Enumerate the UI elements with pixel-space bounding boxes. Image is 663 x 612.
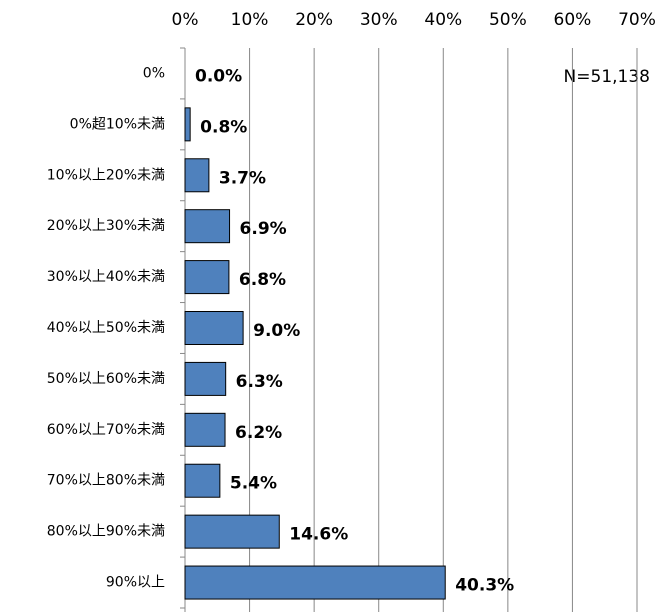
bar: [184, 311, 244, 345]
y-tick-label: 0%: [143, 65, 165, 81]
y-tick-label: 90%以上: [106, 575, 165, 591]
y-tick-label: 30%以上40%未満: [47, 269, 165, 285]
data-label: 0.8%: [200, 117, 247, 137]
data-label: 6.3%: [236, 372, 283, 392]
bar: [184, 209, 231, 244]
data-label: 9.0%: [253, 321, 300, 341]
x-tick-label: 30%: [360, 10, 398, 30]
data-label: 5.4%: [230, 474, 277, 494]
y-tick-label: 60%以上70%未満: [47, 422, 165, 438]
x-tick-label: 70%: [618, 10, 656, 30]
bar: [184, 463, 221, 498]
y-tick-label: 0%超10%未満: [70, 116, 165, 132]
y-tick-label: 80%以上90%未満: [47, 524, 165, 540]
bar: [184, 514, 280, 549]
y-tick-label: 40%以上50%未満: [47, 320, 165, 336]
data-label: 40.3%: [455, 576, 514, 596]
x-tick-label: 60%: [554, 10, 592, 30]
x-tick-label: 50%: [489, 10, 527, 30]
data-label: 3.7%: [219, 168, 266, 188]
y-tick-label: 50%以上60%未満: [47, 371, 165, 387]
bar: [184, 412, 226, 447]
x-tick-label: 0%: [172, 10, 199, 30]
bar: [184, 107, 191, 142]
data-label: 14.6%: [289, 525, 348, 545]
y-tick-label: 10%以上20%未満: [47, 167, 165, 183]
bar: [184, 260, 230, 295]
data-label: 6.9%: [240, 219, 287, 239]
y-tick-label: 20%以上30%未満: [47, 218, 165, 234]
x-tick-label: 10%: [231, 10, 269, 30]
y-tick-label: 70%以上80%未満: [47, 473, 165, 489]
data-label: 6.8%: [239, 270, 286, 290]
bar: [184, 158, 210, 193]
bar: [184, 565, 446, 600]
x-tick-label: 20%: [295, 10, 333, 30]
annotation: N=51,138: [564, 67, 650, 87]
data-label: 6.2%: [235, 423, 282, 443]
data-label: 0.0%: [195, 66, 242, 86]
bar: [184, 361, 227, 396]
x-tick-label: 40%: [424, 10, 462, 30]
